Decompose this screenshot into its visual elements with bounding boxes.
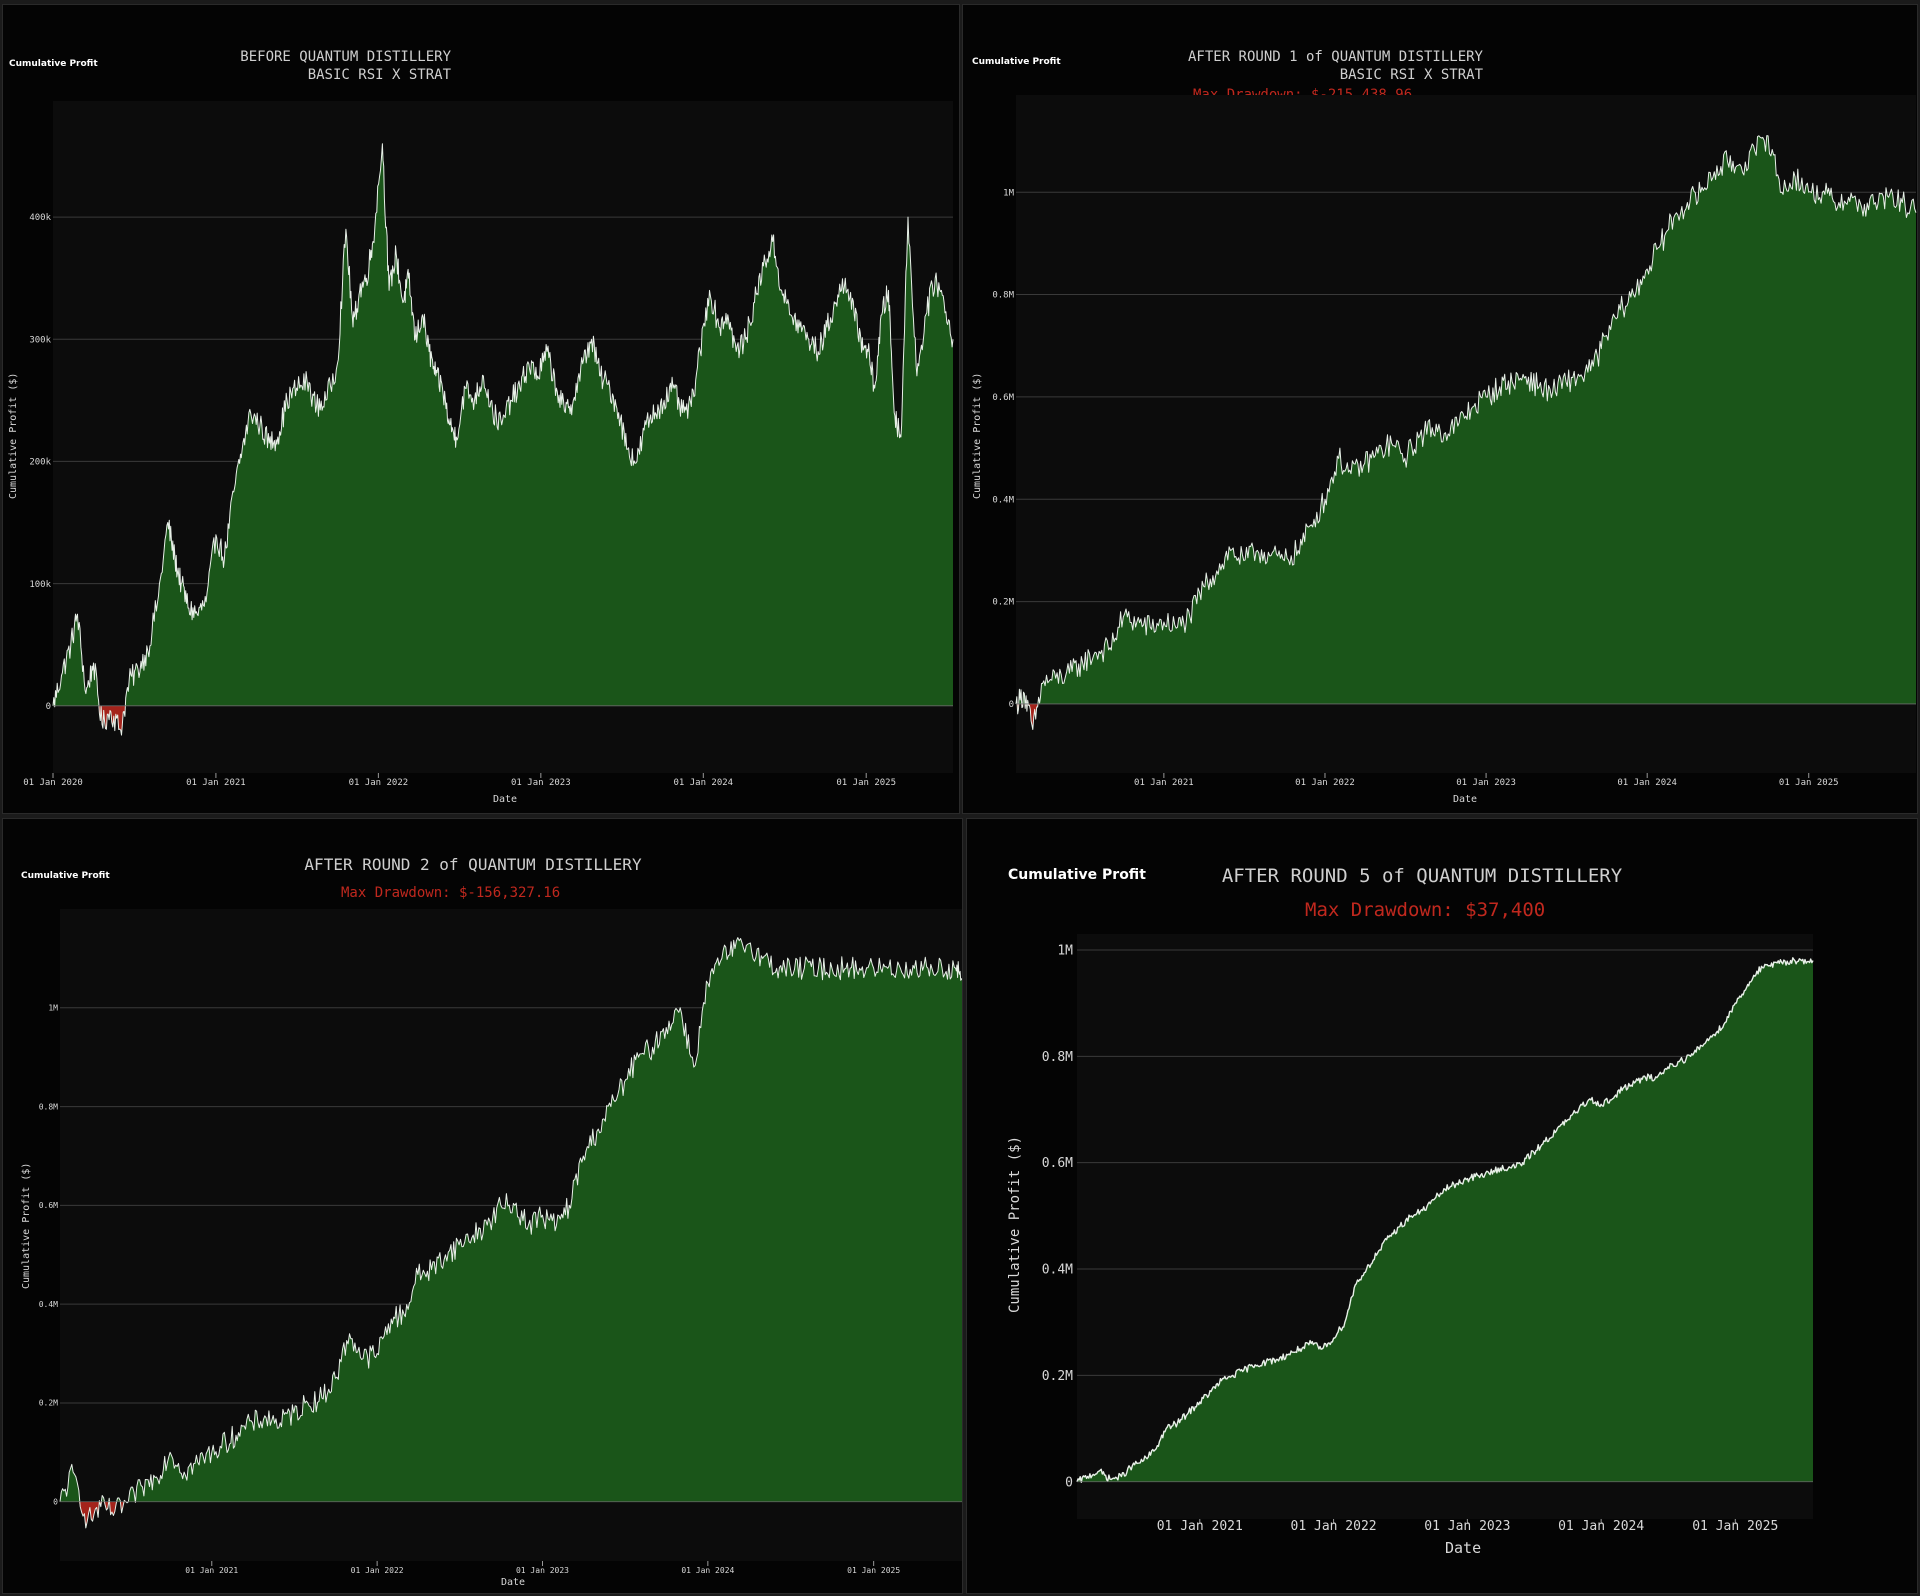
y-tick-label: 0.2M xyxy=(1042,1369,1073,1384)
x-tick-label: 01 Jan 2023 xyxy=(1456,778,1516,788)
x-axis-label: Date xyxy=(1453,794,1478,805)
x-tick-label: 01 Jan 2024 xyxy=(1617,778,1677,788)
chart-panel-before: Cumulative Profit BEFORE QUANTUM DISTILL… xyxy=(2,4,960,814)
y-tick-label: 0 xyxy=(46,702,51,712)
x-tick-label: 01 Jan 2025 xyxy=(1779,778,1839,788)
y-tick-label: 1M xyxy=(1003,188,1014,198)
x-tick-label: 01 Jan 2023 xyxy=(516,1566,569,1575)
y-tick-label: 0.4M xyxy=(992,495,1014,505)
x-tick-label: 01 Jan 2025 xyxy=(1692,1519,1778,1534)
y-tick-label: 0.8M xyxy=(39,1102,58,1111)
y-tick-label: 400k xyxy=(29,213,51,223)
chart-panel-round-1: Cumulative Profit AFTER ROUND 1 of QUANT… xyxy=(962,4,1918,814)
y-tick-label: 0.4M xyxy=(1042,1263,1073,1278)
x-tick-label: 01 Jan 2024 xyxy=(1558,1519,1644,1534)
profit-area xyxy=(60,937,962,1502)
profit-line xyxy=(59,937,962,1529)
panel-label: Cumulative Profit xyxy=(21,871,110,881)
panel-label: Cumulative Profit xyxy=(972,57,1061,67)
x-tick-label: 01 Jan 2021 xyxy=(186,778,246,788)
y-tick-label: 1M xyxy=(48,1004,58,1013)
x-axis-label: Date xyxy=(493,794,518,805)
chart-title: AFTER ROUND 5 of QUANTUM DISTILLERY xyxy=(1221,865,1623,887)
chart-title: BEFORE QUANTUM DISTILLERY BASIC RSI X ST… xyxy=(240,49,451,83)
profit-line xyxy=(52,143,954,736)
x-tick-label: 01 Jan 2025 xyxy=(847,1566,900,1575)
x-tick-label: 01 Jan 2020 xyxy=(23,778,83,788)
x-axis-label: Date xyxy=(1445,1539,1482,1557)
profit-area xyxy=(53,143,953,706)
chart-panel-round-2: Cumulative Profit AFTER ROUND 2 of QUANT… xyxy=(2,818,963,1594)
profit-area xyxy=(1077,957,1813,1482)
x-axis-label: Date xyxy=(501,1577,526,1588)
x-tick-label: 01 Jan 2022 xyxy=(1295,778,1355,788)
x-tick-label: 01 Jan 2024 xyxy=(673,778,733,788)
y-tick-label: 1M xyxy=(1057,944,1073,959)
y-tick-label: 0.8M xyxy=(992,291,1014,301)
chart-title: AFTER ROUND 2 of QUANTUM DISTILLERY xyxy=(304,855,642,874)
y-tick-label: 0 xyxy=(1065,1475,1073,1490)
y-tick-label: 0.2M xyxy=(39,1399,58,1408)
chart-panel-round-5: Cumulative Profit AFTER ROUND 5 of QUANT… xyxy=(966,818,1918,1594)
max-drawdown-label: Max Drawdown: $37,400 xyxy=(1305,899,1546,921)
y-tick-label: 0.6M xyxy=(992,393,1014,403)
y-tick-label: 0.8M xyxy=(1042,1050,1073,1065)
y-tick-label: 0 xyxy=(1009,700,1014,710)
x-tick-label: 01 Jan 2022 xyxy=(1291,1519,1377,1534)
chart-title: AFTER ROUND 1 of QUANTUM DISTILLERY BASI… xyxy=(1187,49,1483,83)
panel-label: Cumulative Profit xyxy=(9,59,98,69)
y-tick-label: 0.2M xyxy=(992,598,1014,608)
x-tick-label: 01 Jan 2023 xyxy=(1424,1519,1510,1534)
x-tick-label: 01 Jan 2021 xyxy=(185,1566,238,1575)
chart-plot: 0 0.2M 0.4M 0.6M 0.8M 1M 01 Jan 2021 01 Jan 202… xyxy=(992,95,1917,788)
chart-plot: 0 0.2M 0.4M 0.6M 0.8M 1M 01 Jan 2021 01 Jan 202… xyxy=(1042,934,1814,1534)
x-tick-label: 01 Jan 2023 xyxy=(511,778,571,788)
chart-plot: 0 100k 200k 300k 400k 01 Jan 2020 01 Jan 2021 0… xyxy=(23,101,954,788)
x-tick-label: 01 Jan 2021 xyxy=(1157,1519,1243,1534)
panel-label: Cumulative Profit xyxy=(1008,867,1146,883)
profit-line xyxy=(1015,135,1917,730)
y-tick-label: 200k xyxy=(29,458,51,468)
y-tick-label: 0.6M xyxy=(39,1201,58,1210)
profit-area xyxy=(1016,135,1916,704)
y-tick-label: 300k xyxy=(29,335,51,345)
x-tick-label: 01 Jan 2024 xyxy=(681,1566,734,1575)
max-drawdown-label: Max Drawdown: $-156,327.16 xyxy=(341,885,561,901)
profit-line xyxy=(1076,957,1814,1483)
y-tick-label: 0.6M xyxy=(1042,1156,1073,1171)
chart-plot: 0 0.2M 0.4M 0.6M 0.8M 1M 01 Jan 2021 01 Jan 202… xyxy=(39,909,962,1575)
x-tick-label: 01 Jan 2025 xyxy=(836,778,896,788)
x-tick-label: 01 Jan 2022 xyxy=(351,1566,404,1575)
y-tick-label: 0 xyxy=(53,1498,58,1507)
x-tick-label: 01 Jan 2021 xyxy=(1134,778,1194,788)
x-tick-label: 01 Jan 2022 xyxy=(349,778,409,788)
y-tick-label: 100k xyxy=(29,580,51,590)
y-tick-label: 0.4M xyxy=(39,1300,58,1309)
